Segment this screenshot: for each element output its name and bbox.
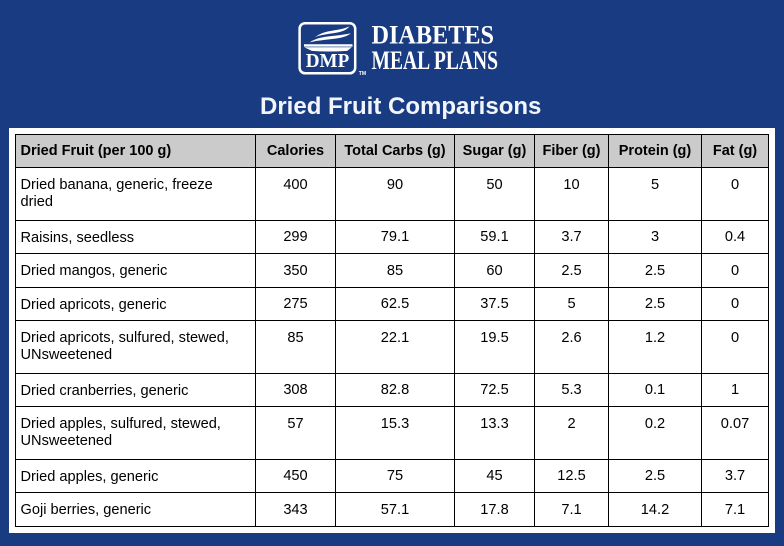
svg-text:DIABETES: DIABETES bbox=[372, 21, 495, 50]
svg-text:DMP: DMP bbox=[306, 51, 350, 72]
svg-text:TM: TM bbox=[359, 71, 366, 77]
svg-text:MEAL PLANS: MEAL PLANS bbox=[372, 46, 499, 75]
